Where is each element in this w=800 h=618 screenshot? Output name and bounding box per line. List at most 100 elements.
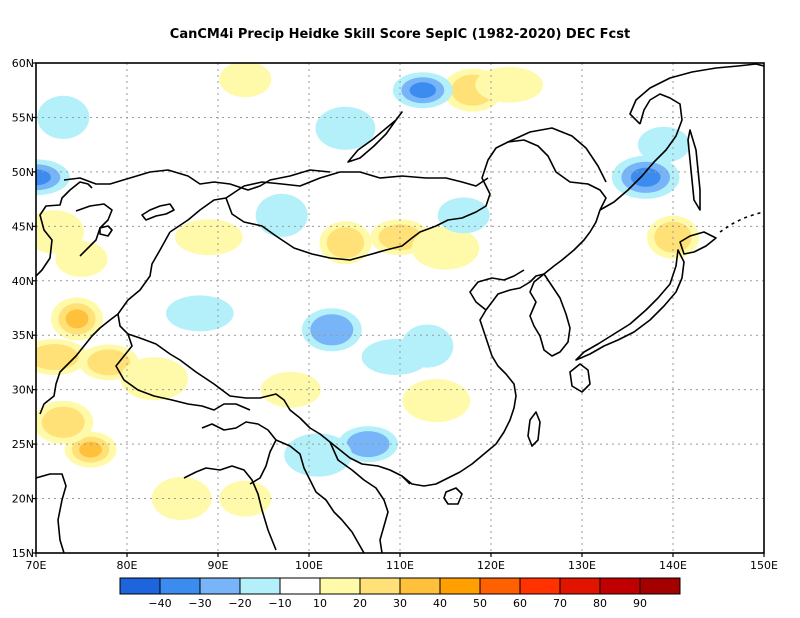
indochina-borders xyxy=(275,439,365,553)
skill-patch xyxy=(219,63,272,98)
colorbar-swatch xyxy=(479,577,521,595)
lon-tick-label: 130E xyxy=(568,559,596,572)
skill-patch xyxy=(401,324,454,368)
skill-patch xyxy=(36,344,79,370)
colorbar-label: 10 xyxy=(313,597,327,610)
skill-patch xyxy=(36,210,85,254)
colorbar-label: −30 xyxy=(188,597,211,610)
axis-ticks: 70E 80E 90E 100E 110E 120E 130E 140E 150E 60N 55N 5… xyxy=(12,57,778,572)
laos-vietnam-border xyxy=(329,441,389,553)
aral-sea xyxy=(99,225,113,237)
colorbar-swatch xyxy=(159,577,201,595)
skill-patch xyxy=(36,169,51,186)
hainan-island xyxy=(443,487,463,505)
skill-patch xyxy=(79,441,102,458)
india-west-coast xyxy=(36,473,67,553)
skill-patch xyxy=(37,95,90,139)
lon-tick-label: 80E xyxy=(117,559,138,572)
japan-honshu xyxy=(575,249,685,361)
skill-patch xyxy=(120,357,189,401)
colorbar-label: 90 xyxy=(633,597,647,610)
map-title: CanCM4i Precip Heidke Skill Score SepIC … xyxy=(169,27,631,42)
skill-score-patches xyxy=(36,63,699,521)
kuril-islands xyxy=(719,211,764,233)
taiwan-island xyxy=(527,411,541,447)
lake-baikal xyxy=(347,111,403,163)
colorbar-swatch xyxy=(199,577,241,595)
mongolia-north-border xyxy=(225,171,489,199)
skill-patch xyxy=(411,226,480,270)
colorbar-swatch xyxy=(599,577,641,595)
colorbar-label: 60 xyxy=(513,597,527,610)
himalaya-south-border xyxy=(115,333,251,411)
colorbar-swatch xyxy=(319,577,361,595)
skill-patch xyxy=(166,295,234,332)
coastlines-and-borders xyxy=(36,63,764,553)
lat-tick-label: 55N xyxy=(12,111,34,124)
skill-patch xyxy=(65,309,89,329)
graticule xyxy=(36,63,764,553)
skill-patch xyxy=(326,227,365,259)
skill-patch xyxy=(346,431,390,458)
lat-tick-label: 50N xyxy=(12,166,34,179)
colorbar-label: 40 xyxy=(433,597,447,610)
amur-border xyxy=(507,127,607,183)
china-north-border xyxy=(169,139,607,275)
colorbar-label: 50 xyxy=(473,597,487,610)
korean-peninsula xyxy=(529,273,571,357)
skill-patch xyxy=(630,167,661,187)
lat-tick-label: 20N xyxy=(12,493,34,506)
colorbar-label: −40 xyxy=(148,597,171,610)
japan-hokkaido xyxy=(679,231,717,255)
colorbar: −40 −30 −20 −10 10 20 30 40 50 60 70 80 90 xyxy=(119,577,681,610)
bohai-coast xyxy=(469,269,525,311)
colorbar-swatch xyxy=(399,577,441,595)
skill-patch xyxy=(284,433,352,477)
skill-patch xyxy=(260,371,321,408)
skill-patch xyxy=(41,406,85,438)
skill-patch xyxy=(409,82,436,99)
lat-tick-label: 60N xyxy=(12,57,34,70)
colorbar-label: 70 xyxy=(553,597,567,610)
ne-india-border xyxy=(201,421,277,485)
skill-patch xyxy=(219,480,272,517)
sakhalin-island xyxy=(687,129,701,211)
colorbar-swatch xyxy=(639,577,681,595)
lat-tick-label: 25N xyxy=(12,438,34,451)
lon-tick-label: 120E xyxy=(477,559,505,572)
colorbar-swatch xyxy=(559,577,601,595)
china-southwest-border xyxy=(117,231,411,485)
lon-tick-label: 140E xyxy=(659,559,687,572)
colorbar-label: −10 xyxy=(268,597,291,610)
skill-patch xyxy=(87,349,131,376)
colorbar-label: −20 xyxy=(228,597,251,610)
skill-patch xyxy=(437,197,490,234)
south-china-coast xyxy=(401,273,545,487)
border-kazakh-russia xyxy=(63,169,331,191)
japan-kyushu xyxy=(569,363,591,393)
lat-tick-label: 40N xyxy=(12,275,34,288)
skill-patch xyxy=(175,219,243,256)
skill-patch xyxy=(310,314,354,346)
india-pakistan-border xyxy=(39,313,119,415)
skill-patch xyxy=(402,379,471,423)
bengal-coast xyxy=(183,465,277,551)
caspian-coast xyxy=(36,181,93,277)
lat-tick-label: 30N xyxy=(12,384,34,397)
russia-far-east-coast xyxy=(599,93,683,211)
colorbar-swatch xyxy=(359,577,401,595)
caspian-east-coast xyxy=(75,203,113,257)
lat-tick-label: 35N xyxy=(12,329,34,342)
colorbar-label: 30 xyxy=(393,597,407,610)
skill-patch xyxy=(475,66,543,103)
colorbar-swatch xyxy=(119,577,161,595)
colorbar-label: 80 xyxy=(593,597,607,610)
lat-tick-label: 15N xyxy=(12,547,34,560)
lon-tick-label: 110E xyxy=(386,559,414,572)
colorbar-swatch xyxy=(239,577,281,595)
lake-balkhash xyxy=(141,203,175,221)
skill-patch xyxy=(637,126,690,163)
sea-of-okhotsk-coast xyxy=(629,63,764,125)
lon-tick-label: 100E xyxy=(295,559,323,572)
